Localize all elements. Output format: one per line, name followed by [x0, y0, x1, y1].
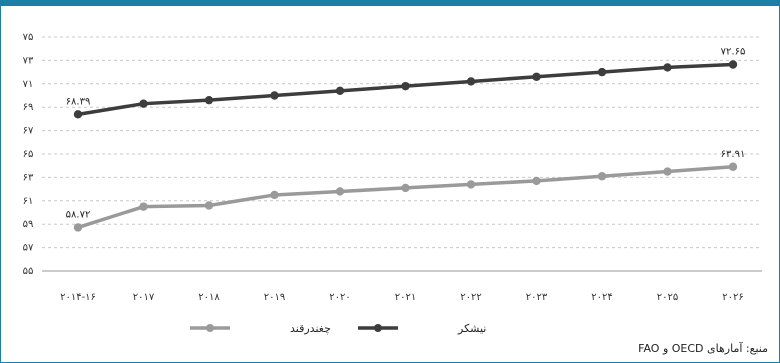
data-point: [466, 77, 476, 86]
y-tick-label: ۷۱: [23, 79, 34, 90]
y-tick-label: ۶۹: [23, 102, 34, 113]
data-labels: ۶۸.۳۹ ۷۲.۶۵ ۵۸.۷۲ ۶۳.۹۱: [66, 46, 746, 220]
x-tick-label: ۲۰۲۳: [526, 292, 548, 303]
series-line: [77, 165, 734, 230]
data-point: [663, 167, 672, 176]
data-point: [532, 176, 541, 186]
data-point: [401, 183, 410, 193]
x-tick-label: ۲۰۱۸: [198, 292, 220, 303]
x-tick-label: ۲۰۱۹: [264, 292, 285, 303]
data-point: [204, 95, 214, 105]
series-group: [73, 60, 738, 232]
data-point: [139, 202, 148, 211]
y-tick-label: ۶۵: [23, 149, 34, 160]
data-point: [532, 72, 541, 81]
data-point: [270, 190, 279, 200]
y-axis-ticks: ۵۵ ۵۷ ۵۹ ۶۱ ۶۳ ۶۵ ۶۷ ۶۹ ۷۱ ۷۳ ۷۵: [23, 32, 34, 277]
data-point: [466, 180, 476, 189]
source-note: منبع: آمارهای OECD و FAO: [638, 342, 768, 355]
y-tick-label: ۷۵: [23, 32, 34, 43]
gridlines: [42, 36, 762, 272]
data-point: [204, 201, 214, 210]
data-point: [73, 223, 83, 232]
legend-swatch-marker: [374, 324, 382, 332]
data-point: [401, 81, 410, 91]
data-point: [597, 67, 607, 77]
legend-label: چغندرقند: [290, 322, 331, 335]
y-tick-label: ۶۳: [23, 172, 34, 183]
legend-swatch-marker: [206, 324, 214, 332]
x-tick-label: ۲۰۱۴-۱۶: [60, 292, 96, 303]
data-label: ۶۳.۹۱: [721, 149, 746, 160]
data-point: [335, 86, 345, 96]
y-tick-label: ۵۵: [23, 266, 34, 277]
data-point: [335, 187, 345, 196]
x-tick-label: ۲۰۱۷: [133, 292, 155, 303]
x-tick-label: ۲۰۲۴: [591, 292, 612, 303]
x-tick-label: ۲۰۲۲: [460, 292, 481, 303]
legend: نیشکر چغندرقند: [190, 322, 486, 335]
data-label: ۷۲.۶۵: [721, 46, 746, 57]
data-point: [73, 110, 83, 119]
data-point: [663, 63, 672, 72]
x-tick-label: ۲۰۲۰: [329, 292, 350, 303]
x-tick-label: ۲۰۲۵: [657, 292, 678, 303]
data-point: [139, 99, 148, 108]
y-tick-label: ۵۷: [23, 243, 34, 254]
x-tick-label: ۲۰۲۶: [722, 292, 743, 303]
data-point: [728, 60, 738, 69]
data-point: [728, 162, 738, 171]
data-label: ۶۸.۳۹: [66, 96, 91, 107]
x-tick-label: ۲۰۲۱: [395, 292, 416, 303]
y-tick-label: ۶۷: [23, 126, 34, 137]
legend-label: نیشکر: [457, 322, 486, 335]
data-label: ۵۸.۷۲: [66, 209, 91, 220]
data-point: [597, 172, 607, 181]
data-point: [270, 91, 279, 100]
top-accent-bar: [0, 0, 780, 6]
x-axis-ticks: ۲۰۱۴-۱۶ ۲۰۱۷ ۲۰۱۸ ۲۰۱۹ ۲۰۲۰ ۲۰۲۱ ۲۰۲۲ ۲۰۲۳ ۲۰۲۴ ۲…: [60, 292, 744, 303]
y-tick-label: ۵۹: [23, 219, 34, 230]
y-tick-label: ۶۱: [23, 196, 34, 207]
y-tick-label: ۷۳: [23, 55, 34, 66]
